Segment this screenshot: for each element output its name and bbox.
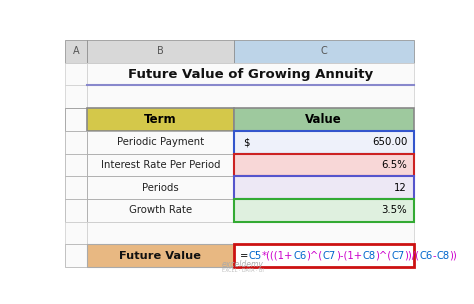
Text: C6: C6 <box>419 251 433 261</box>
Text: =: = <box>240 251 249 261</box>
Text: A: A <box>73 46 79 56</box>
Bar <box>87 40 234 63</box>
Text: Future Value: Future Value <box>119 251 201 261</box>
Bar <box>87 244 234 267</box>
Bar <box>65 131 87 154</box>
Bar <box>65 199 87 222</box>
Text: C6: C6 <box>293 251 307 261</box>
Text: 6.5%: 6.5% <box>382 160 407 170</box>
Text: Interest Rate Per Period: Interest Rate Per Period <box>100 160 220 170</box>
Text: EXCEL · DATA · BI: EXCEL · DATA · BI <box>222 268 264 273</box>
Bar <box>234 199 414 222</box>
Text: C5: C5 <box>249 251 262 261</box>
Text: )): )) <box>450 251 457 261</box>
Text: Future Value of Growing Annuity: Future Value of Growing Annuity <box>128 67 373 81</box>
Text: ))/(: ))/( <box>405 251 419 261</box>
Text: C7: C7 <box>392 251 405 261</box>
Bar <box>87 154 234 176</box>
Text: B: B <box>157 46 164 56</box>
Text: C8: C8 <box>362 251 375 261</box>
Bar <box>65 154 87 176</box>
Bar <box>65 108 87 131</box>
Bar <box>234 154 414 176</box>
Text: Periods: Periods <box>142 183 179 192</box>
Bar <box>87 176 234 199</box>
Bar <box>87 85 414 108</box>
Bar <box>65 40 87 63</box>
Bar <box>234 108 414 131</box>
Bar <box>87 108 234 131</box>
Text: 650.00: 650.00 <box>372 137 407 147</box>
Text: *(((1+: *(((1+ <box>262 251 293 261</box>
Bar <box>65 176 87 199</box>
Text: C7: C7 <box>323 251 336 261</box>
Text: 3.5%: 3.5% <box>382 205 407 215</box>
Text: $: $ <box>243 137 249 147</box>
Bar <box>234 40 414 63</box>
Text: -: - <box>433 251 437 261</box>
Text: C8: C8 <box>437 251 450 261</box>
Text: Term: Term <box>144 113 177 126</box>
Bar <box>87 131 234 154</box>
Bar <box>65 222 87 244</box>
Bar <box>234 131 414 154</box>
Text: )^(: )^( <box>375 251 392 261</box>
Text: exceldemy: exceldemy <box>222 261 264 269</box>
Bar <box>87 63 414 85</box>
Bar <box>65 244 87 267</box>
Text: Growth Rate: Growth Rate <box>129 205 192 215</box>
Text: C: C <box>320 46 327 56</box>
Text: 12: 12 <box>394 183 407 192</box>
Bar <box>87 222 414 244</box>
Bar <box>65 85 87 108</box>
Text: )^(: )^( <box>307 251 323 261</box>
Text: Periodic Payment: Periodic Payment <box>117 137 204 147</box>
Text: )-(1+: )-(1+ <box>336 251 362 261</box>
Bar <box>65 63 87 85</box>
Bar <box>234 244 414 267</box>
Bar <box>87 199 234 222</box>
Text: Value: Value <box>305 113 342 126</box>
Bar <box>234 176 414 199</box>
